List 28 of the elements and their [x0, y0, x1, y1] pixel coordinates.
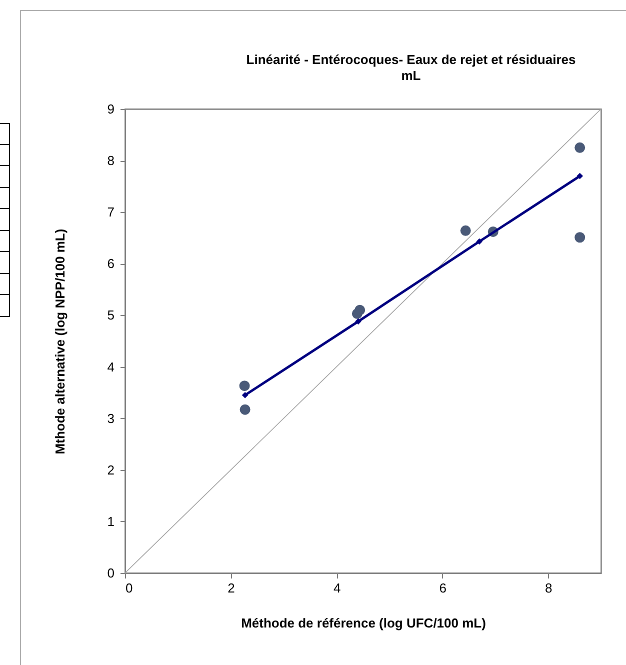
y-axis-title: Mthode alternative (log NPP/100 mL)	[52, 228, 68, 454]
point	[354, 304, 366, 316]
chart-title: Linéarité - Entérocoques- Eaux de rejet et résiduaires mL	[246, 52, 576, 83]
x-tick-label: 8	[544, 580, 552, 596]
y-tick-label: 6	[107, 256, 114, 272]
y-tick-label: 3	[107, 410, 114, 426]
y-tick-label: 4	[107, 359, 114, 374]
point	[239, 380, 250, 392]
x-axis-title: Méthode de référence (log UFC/100 mL)	[241, 616, 486, 630]
y-tick-label: 2	[107, 462, 114, 478]
x-tick-label: 0	[126, 580, 133, 596]
y-tick-label: 9	[107, 102, 114, 116]
x-tick-label: 2	[228, 580, 235, 596]
x-tick-label: 6	[439, 580, 446, 596]
point	[240, 404, 250, 415]
x-tick-label: 4	[333, 580, 341, 596]
point	[355, 318, 362, 325]
y-tick-label: 0	[107, 566, 114, 580]
point	[574, 232, 586, 243]
y-tick-label: 7	[107, 204, 114, 220]
point	[574, 142, 586, 153]
y-tick-label: 1	[107, 514, 114, 529]
point	[460, 225, 471, 236]
y-tick-label: 5	[107, 308, 114, 323]
point	[476, 238, 483, 245]
y-tick-label: 8	[107, 153, 114, 168]
point	[576, 172, 584, 180]
point	[242, 392, 248, 398]
